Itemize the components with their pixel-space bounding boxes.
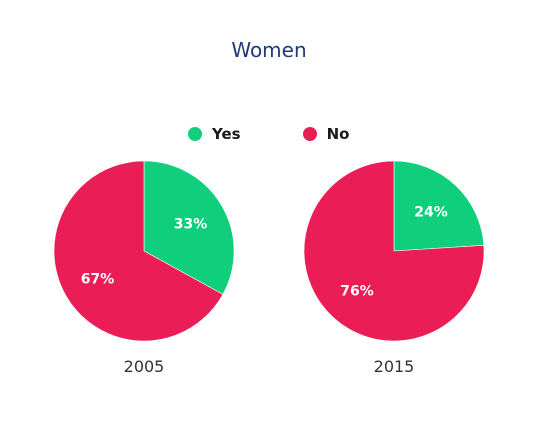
slice-label-2005-no: 67% xyxy=(81,272,115,288)
legend-item-no[interactable]: No xyxy=(302,125,350,143)
slice-label-2005-yes: 33% xyxy=(174,217,208,233)
legend-label-no: No xyxy=(326,125,350,143)
pie-slice-2015-no[interactable] xyxy=(303,160,485,342)
legend-label-yes: Yes xyxy=(212,125,241,143)
legend-swatch-yes xyxy=(188,127,202,141)
legend: Yes No xyxy=(188,124,411,144)
legend-swatch-no xyxy=(302,127,317,141)
slice-label-2015-no: 76% xyxy=(340,283,374,299)
pie-2015: 24% 76% 2015 xyxy=(303,160,485,376)
chart-title: Women xyxy=(231,38,307,62)
pie-slice-2015-yes[interactable] xyxy=(393,160,485,252)
pie-year-label-2005: 2005 xyxy=(124,357,165,376)
pie-slice-2005-no[interactable] xyxy=(53,160,224,342)
slice-label-2015-yes: 24% xyxy=(414,205,448,221)
pie-slice-2005-yes[interactable] xyxy=(143,160,235,295)
pie-2005: 33% 67% 2005 xyxy=(53,160,235,376)
pie-year-label-2015: 2015 xyxy=(374,357,415,376)
legend-item-yes[interactable]: Yes xyxy=(188,125,241,143)
